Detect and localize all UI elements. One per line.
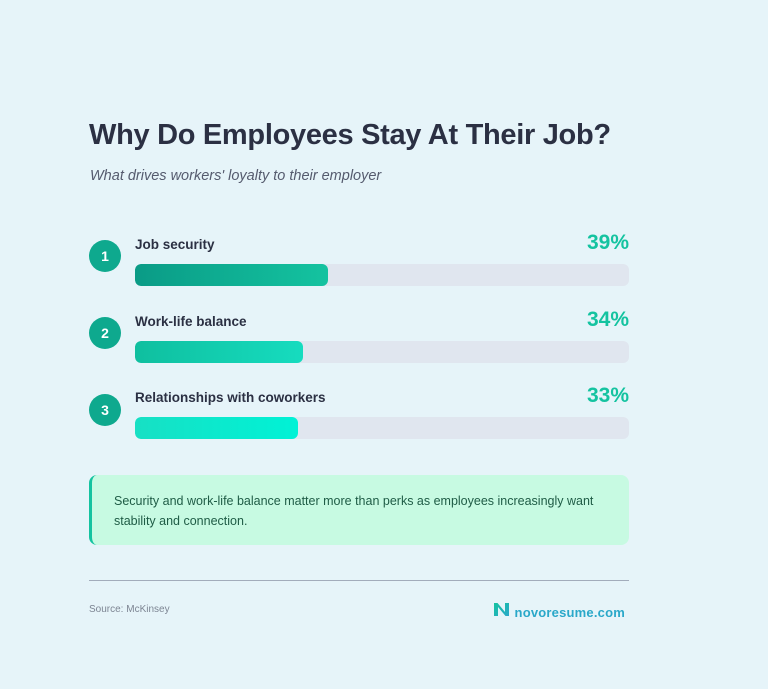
bar-track [135, 341, 629, 363]
rank-badge: 3 [89, 394, 121, 426]
brand-name: novoresume.com [514, 604, 625, 620]
insight-note-text: Security and work-life balance matter mo… [114, 494, 594, 528]
bar-fill [135, 417, 299, 439]
bar-row-2: 2 Work-life balance 34% [89, 308, 629, 369]
bar-track [135, 417, 629, 439]
page-subtitle: What drives workers' loyalty to their em… [90, 168, 382, 184]
bar-value: 33% [586, 384, 629, 407]
bar-row-1: 1 Job security 39% [89, 231, 629, 292]
source-label: Source: McKinsey [89, 604, 170, 615]
novoresume-logo-icon [493, 602, 510, 622]
bar-label: Work-life balance [135, 314, 247, 329]
bar-label: Relationships with coworkers [135, 390, 326, 405]
bar-value: 34% [586, 308, 629, 331]
insight-note: Security and work-life balance matter mo… [89, 475, 629, 545]
brand-logo[interactable]: novoresume.com [493, 602, 625, 622]
infographic-card: Why Do Employees Stay At Their Job? What… [89, 0, 629, 689]
bar-track [135, 264, 629, 286]
bar-label: Job security [135, 237, 215, 252]
bar-value: 39% [586, 231, 629, 254]
page-title: Why Do Employees Stay At Their Job? [89, 119, 611, 151]
rank-badge: 2 [89, 317, 121, 349]
bar-fill [135, 341, 303, 363]
bar-fill [135, 264, 328, 286]
bar-row-3: 3 Relationships with coworkers 33% [89, 384, 629, 445]
rank-badge: 1 [89, 240, 121, 272]
footer-divider [89, 580, 629, 581]
